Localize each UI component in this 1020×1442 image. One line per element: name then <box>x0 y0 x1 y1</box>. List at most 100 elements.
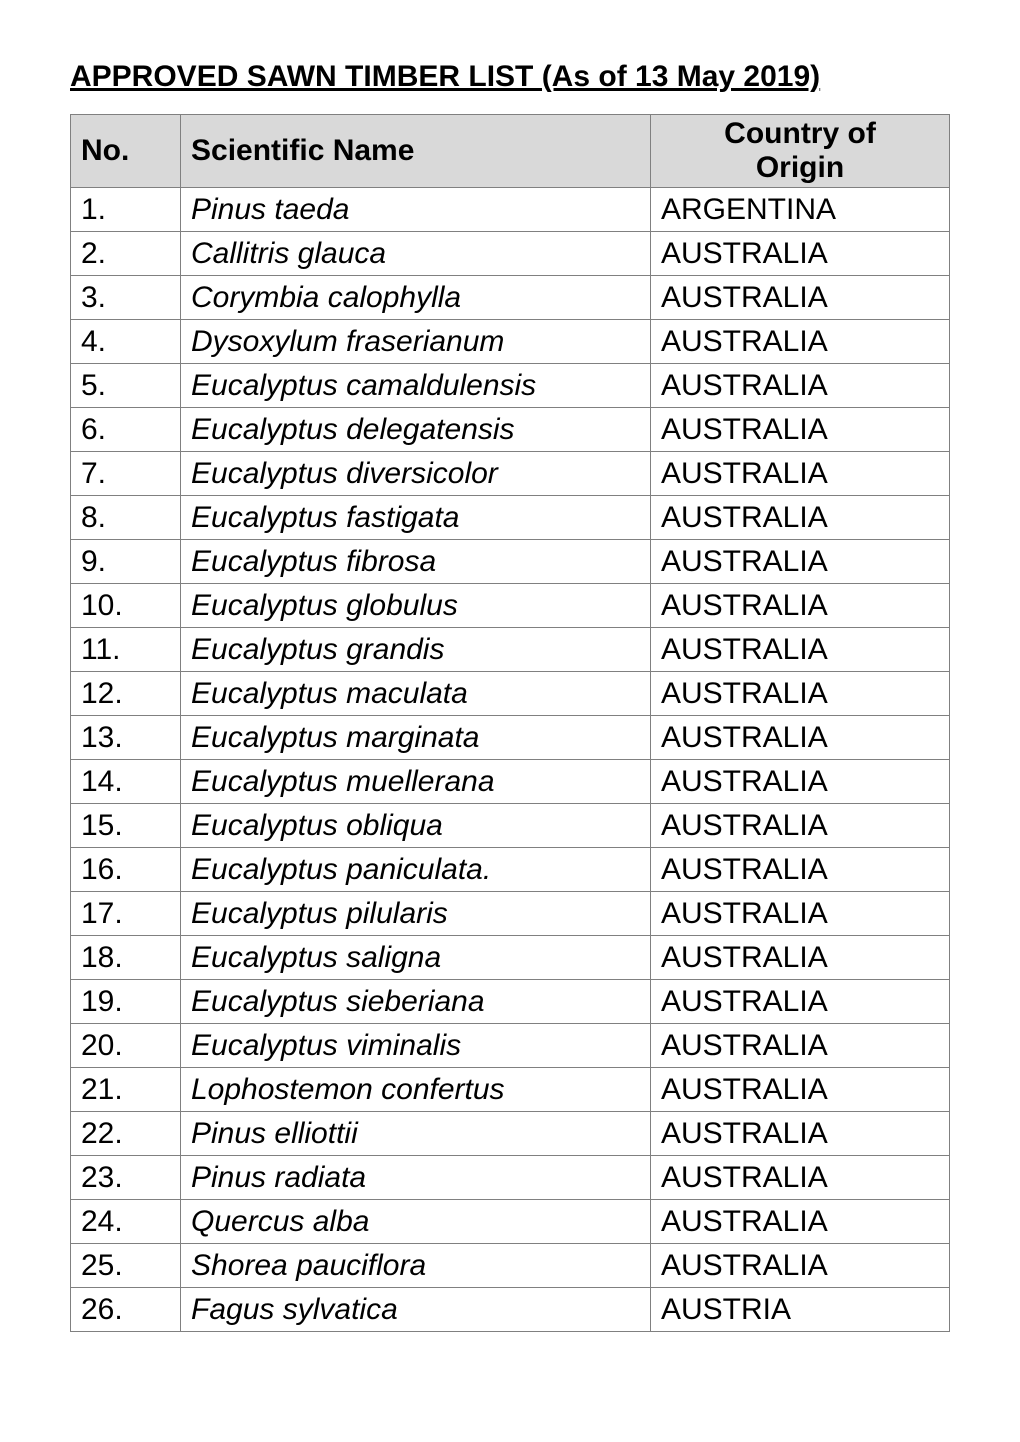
cell-scientific-name: Eucalyptus globulus <box>181 584 651 628</box>
table-row: 15.Eucalyptus obliquaAUSTRALIA <box>71 804 950 848</box>
table-row: 14.Eucalyptus muelleranaAUSTRALIA <box>71 760 950 804</box>
cell-no: 15. <box>71 804 181 848</box>
table-row: 1.Pinus taedaARGENTINA <box>71 188 950 232</box>
cell-country: AUSTRALIA <box>651 1112 950 1156</box>
cell-no: 18. <box>71 936 181 980</box>
cell-country: AUSTRALIA <box>651 1024 950 1068</box>
cell-no: 24. <box>71 1200 181 1244</box>
cell-scientific-name: Dysoxylum fraserianum <box>181 320 651 364</box>
cell-country: AUSTRALIA <box>651 364 950 408</box>
cell-country: AUSTRALIA <box>651 1068 950 1112</box>
cell-scientific-name: Eucalyptus fibrosa <box>181 540 651 584</box>
table-row: 18.Eucalyptus salignaAUSTRALIA <box>71 936 950 980</box>
cell-scientific-name: Pinus radiata <box>181 1156 651 1200</box>
table-row: 16.Eucalyptus paniculata.AUSTRALIA <box>71 848 950 892</box>
table-row: 23.Pinus radiataAUSTRALIA <box>71 1156 950 1200</box>
cell-no: 25. <box>71 1244 181 1288</box>
cell-no: 26. <box>71 1288 181 1332</box>
cell-no: 17. <box>71 892 181 936</box>
col-header-name: Scientific Name <box>181 115 651 188</box>
cell-scientific-name: Eucalyptus diversicolor <box>181 452 651 496</box>
cell-no: 11. <box>71 628 181 672</box>
cell-no: 8. <box>71 496 181 540</box>
table-row: 19.Eucalyptus sieberianaAUSTRALIA <box>71 980 950 1024</box>
cell-scientific-name: Lophostemon confertus <box>181 1068 651 1112</box>
cell-no: 19. <box>71 980 181 1024</box>
cell-no: 20. <box>71 1024 181 1068</box>
table-row: 6.Eucalyptus delegatensisAUSTRALIA <box>71 408 950 452</box>
col-header-country-line1: Country of <box>661 117 939 151</box>
cell-country: AUSTRALIA <box>651 936 950 980</box>
table-row: 22.Pinus elliottiiAUSTRALIA <box>71 1112 950 1156</box>
cell-scientific-name: Eucalyptus maculata <box>181 672 651 716</box>
cell-country: AUSTRALIA <box>651 760 950 804</box>
col-header-country: Country of Origin <box>651 115 950 188</box>
cell-no: 14. <box>71 760 181 804</box>
cell-scientific-name: Eucalyptus camaldulensis <box>181 364 651 408</box>
cell-scientific-name: Eucalyptus muellerana <box>181 760 651 804</box>
cell-country: AUSTRALIA <box>651 804 950 848</box>
cell-country: AUSTRALIA <box>651 1244 950 1288</box>
cell-no: 13. <box>71 716 181 760</box>
cell-no: 4. <box>71 320 181 364</box>
cell-no: 2. <box>71 232 181 276</box>
cell-no: 21. <box>71 1068 181 1112</box>
cell-country: AUSTRALIA <box>651 980 950 1024</box>
table-row: 5.Eucalyptus camaldulensisAUSTRALIA <box>71 364 950 408</box>
table-row: 21.Lophostemon confertusAUSTRALIA <box>71 1068 950 1112</box>
cell-scientific-name: Pinus taeda <box>181 188 651 232</box>
cell-scientific-name: Callitris glauca <box>181 232 651 276</box>
table-header-row: No. Scientific Name Country of Origin <box>71 115 950 188</box>
cell-country: AUSTRIA <box>651 1288 950 1332</box>
table-row: 11.Eucalyptus grandisAUSTRALIA <box>71 628 950 672</box>
cell-country: AUSTRALIA <box>651 452 950 496</box>
cell-scientific-name: Pinus elliottii <box>181 1112 651 1156</box>
table-row: 8.Eucalyptus fastigataAUSTRALIA <box>71 496 950 540</box>
cell-no: 1. <box>71 188 181 232</box>
cell-country: AUSTRALIA <box>651 848 950 892</box>
cell-country: AUSTRALIA <box>651 672 950 716</box>
cell-country: AUSTRALIA <box>651 408 950 452</box>
cell-scientific-name: Corymbia calophylla <box>181 276 651 320</box>
cell-no: 23. <box>71 1156 181 1200</box>
cell-scientific-name: Eucalyptus grandis <box>181 628 651 672</box>
cell-scientific-name: Eucalyptus delegatensis <box>181 408 651 452</box>
timber-table: No. Scientific Name Country of Origin 1.… <box>70 114 950 1332</box>
table-row: 3.Corymbia calophyllaAUSTRALIA <box>71 276 950 320</box>
cell-scientific-name: Eucalyptus paniculata. <box>181 848 651 892</box>
table-row: 10.Eucalyptus globulusAUSTRALIA <box>71 584 950 628</box>
table-row: 12.Eucalyptus maculataAUSTRALIA <box>71 672 950 716</box>
table-row: 20.Eucalyptus viminalisAUSTRALIA <box>71 1024 950 1068</box>
cell-no: 12. <box>71 672 181 716</box>
cell-scientific-name: Eucalyptus fastigata <box>181 496 651 540</box>
table-row: 7.Eucalyptus diversicolorAUSTRALIA <box>71 452 950 496</box>
cell-no: 9. <box>71 540 181 584</box>
col-header-no: No. <box>71 115 181 188</box>
cell-no: 16. <box>71 848 181 892</box>
col-header-country-line2: Origin <box>661 151 939 185</box>
cell-scientific-name: Fagus sylvatica <box>181 1288 651 1332</box>
cell-country: AUSTRALIA <box>651 540 950 584</box>
cell-no: 5. <box>71 364 181 408</box>
cell-scientific-name: Eucalyptus obliqua <box>181 804 651 848</box>
cell-country: AUSTRALIA <box>651 892 950 936</box>
cell-no: 10. <box>71 584 181 628</box>
table-row: 24.Quercus albaAUSTRALIA <box>71 1200 950 1244</box>
cell-no: 22. <box>71 1112 181 1156</box>
cell-country: AUSTRALIA <box>651 496 950 540</box>
cell-country: AUSTRALIA <box>651 1156 950 1200</box>
cell-no: 3. <box>71 276 181 320</box>
cell-country: ARGENTINA <box>651 188 950 232</box>
cell-country: AUSTRALIA <box>651 628 950 672</box>
cell-no: 7. <box>71 452 181 496</box>
table-row: 25.Shorea paucifloraAUSTRALIA <box>71 1244 950 1288</box>
cell-country: AUSTRALIA <box>651 276 950 320</box>
table-row: 26.Fagus sylvaticaAUSTRIA <box>71 1288 950 1332</box>
cell-country: AUSTRALIA <box>651 584 950 628</box>
table-row: 13.Eucalyptus marginataAUSTRALIA <box>71 716 950 760</box>
table-row: 9.Eucalyptus fibrosaAUSTRALIA <box>71 540 950 584</box>
cell-scientific-name: Eucalyptus pilularis <box>181 892 651 936</box>
cell-scientific-name: Eucalyptus viminalis <box>181 1024 651 1068</box>
cell-scientific-name: Eucalyptus marginata <box>181 716 651 760</box>
table-row: 17.Eucalyptus pilularisAUSTRALIA <box>71 892 950 936</box>
